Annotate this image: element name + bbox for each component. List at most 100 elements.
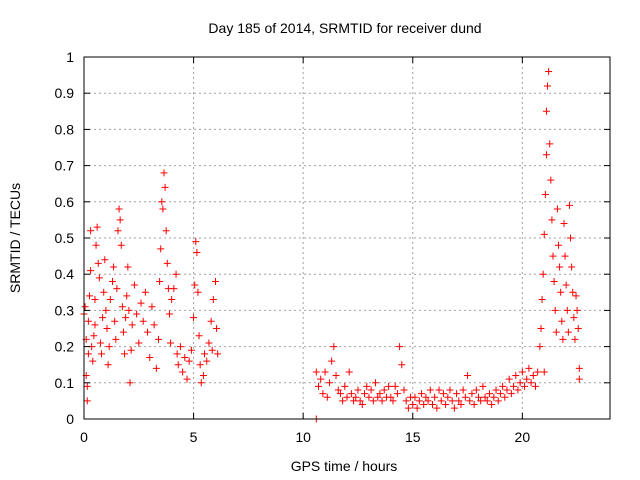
data-point [117, 241, 125, 249]
chart-title: Day 185 of 2014, SRMTID for receiver dun… [208, 20, 481, 36]
data-point [312, 368, 320, 376]
data-point [213, 325, 221, 332]
data-point [148, 303, 156, 311]
data-point [195, 332, 203, 340]
data-point [378, 397, 386, 405]
data-point [444, 393, 452, 401]
data-point [529, 372, 537, 380]
data-point [466, 397, 474, 405]
data-point [146, 353, 154, 361]
data-point [209, 296, 217, 304]
data-point [99, 314, 107, 322]
data-point [95, 274, 103, 282]
data-point [339, 397, 347, 405]
data-point [527, 379, 535, 387]
data-point [409, 401, 417, 409]
data-point [323, 393, 331, 401]
data-point [544, 82, 552, 90]
data-point [525, 364, 533, 372]
data-points [80, 67, 583, 423]
data-point [396, 343, 404, 351]
plot-frame [83, 56, 611, 420]
data-point [205, 339, 213, 347]
data-point [106, 296, 114, 304]
data-point [547, 176, 555, 184]
data-point [336, 390, 344, 398]
data-point [488, 401, 496, 409]
data-point [494, 397, 502, 405]
data-point [125, 306, 133, 314]
data-point [190, 314, 198, 322]
data-point [461, 393, 469, 401]
data-point [505, 375, 513, 383]
axis-ticks: 00.10.20.30.40.50.60.70.80.910 5 10 15 20 [55, 49, 610, 445]
data-point [483, 397, 491, 405]
data-point [128, 321, 136, 329]
data-point [118, 303, 126, 311]
data-point [343, 393, 351, 401]
data-point [389, 397, 397, 405]
data-point [554, 241, 562, 249]
data-point [391, 382, 399, 390]
data-point [183, 375, 191, 383]
data-point [562, 281, 570, 289]
data-point [363, 382, 371, 390]
data-point [101, 256, 109, 264]
data-point [341, 382, 349, 390]
data-point [376, 390, 384, 398]
data-point [356, 397, 364, 405]
data-point [330, 343, 338, 351]
data-point [92, 241, 100, 249]
data-point [571, 335, 579, 343]
data-point [168, 296, 176, 304]
data-point [542, 107, 550, 115]
data-point [114, 227, 122, 235]
data-point [459, 386, 467, 394]
data-point [130, 281, 138, 289]
data-point [552, 328, 560, 336]
data-point [100, 288, 108, 296]
data-point [194, 288, 202, 296]
data-point [105, 343, 113, 351]
data-point [85, 292, 93, 300]
x-tick-label: 10 [295, 429, 311, 445]
data-point [567, 234, 575, 242]
data-point [398, 361, 406, 369]
data-point [139, 317, 147, 325]
y-tick-label: 0.5 [55, 230, 75, 246]
data-point [367, 386, 375, 394]
data-point [477, 397, 485, 405]
data-point [354, 386, 362, 394]
data-point [102, 306, 110, 314]
data-point [573, 306, 581, 314]
data-point [152, 364, 160, 372]
data-point [87, 227, 95, 235]
data-point [418, 390, 426, 398]
data-point [187, 346, 195, 354]
data-point [512, 372, 520, 380]
data-point [83, 382, 91, 390]
data-point [557, 288, 565, 296]
y-axis-label: SRMTID / TECUs [7, 183, 23, 293]
data-point [385, 382, 393, 390]
data-point [380, 386, 388, 394]
data-point [96, 339, 104, 347]
data-point [442, 401, 450, 409]
data-point [387, 393, 395, 401]
y-tick-label: 1 [66, 49, 74, 65]
data-point [121, 350, 129, 358]
data-point [84, 317, 92, 325]
data-point [365, 393, 373, 401]
data-point [332, 372, 340, 380]
data-point [111, 317, 119, 325]
data-point [514, 386, 522, 394]
data-point [94, 259, 102, 267]
data-point [565, 201, 573, 209]
data-point [328, 357, 336, 365]
data-point [181, 353, 189, 361]
data-point [137, 299, 145, 307]
data-point [214, 350, 222, 358]
data-point [108, 277, 116, 285]
data-point [123, 292, 131, 300]
